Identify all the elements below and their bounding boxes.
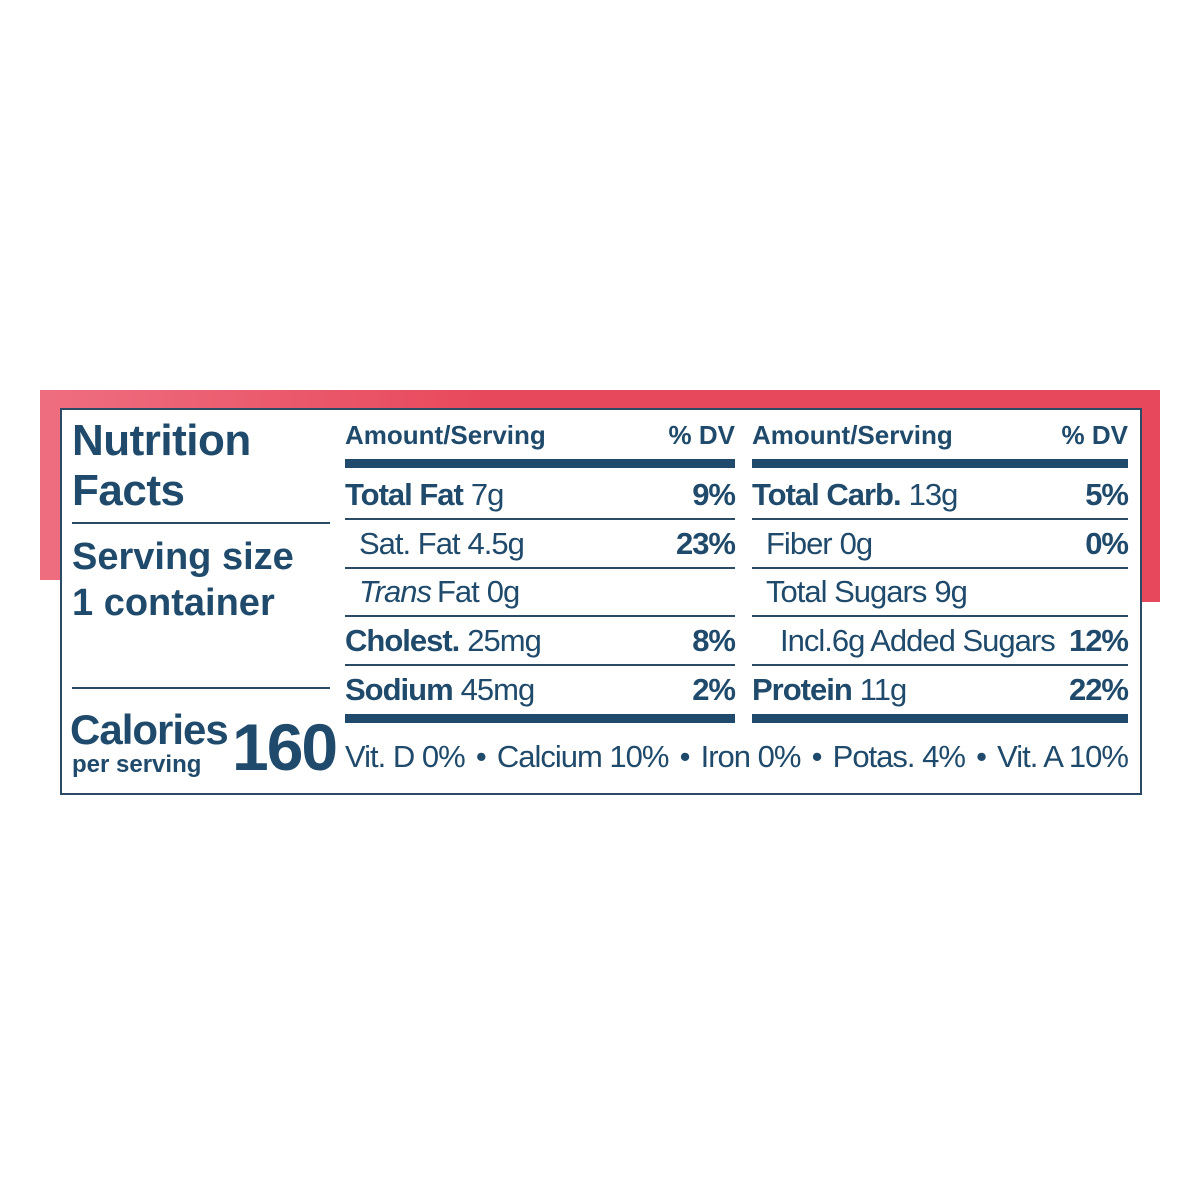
nutrient-amount: 0g [839,525,873,561]
column-header: Amount/Serving % DV [752,418,1128,452]
amount-header: Amount/Serving [752,420,953,450]
nutrient-row: Total Fat 7g 9% [345,472,736,520]
nutrient-row: Protein 11g 22% [752,666,1129,714]
nutrient-amount: 13g [908,477,959,512]
nutrient-column: Amount/Serving % DV Total Fat 7g 9% Sat. Fa… [345,418,736,728]
nutrient-amount: 25mg [467,622,542,658]
calories-label: Calories [70,706,229,753]
title: Nutrition Facts [72,416,251,515]
dv-header: % DV [668,420,735,450]
nutrient-row: Sat. Fat 4.5g 23% [345,521,736,569]
nutrient-label: Cholest. [345,622,460,658]
nutrient-amount: 4.5g [467,525,525,561]
separator: • [475,739,487,774]
nutrient-label: Fat [436,574,480,609]
separator: • [811,739,823,774]
nutrient-label: Sodium [345,672,454,707]
serving-label: Serving size [72,536,294,578]
separator: • [679,739,691,774]
nutrient-row: Cholest. 25mg 8% [345,618,736,666]
nutrient-label: Protein [752,672,853,707]
serving-amount: 1 container [72,582,275,624]
calories-sub: per serving [72,751,202,778]
amount-header: Amount/Serving [345,420,546,450]
divider [72,522,330,524]
nutrient-row: Incl.6g Added Sugars 12% [752,618,1129,666]
nutrient-dv: 0% [1085,525,1129,561]
vitamin: Potas. 4% [832,739,966,774]
nutrient-amount: 9g [934,574,967,609]
nutrient-row: Fiber 0g 0% [752,521,1129,569]
nutrient-row: Total Sugars 9g [752,569,1128,617]
nutrient-dv: 22% [1068,672,1129,707]
thick-bar [752,459,1128,468]
vitamin: Vit. A 10% [997,739,1129,774]
vitamin: Iron 0% [700,739,802,774]
nutrient-amount: 45mg [460,672,536,707]
nutrient-amount: 0g [486,574,520,609]
nutrient-row: Trans Fat 0g [345,569,735,617]
nutrient-label-italic: Trans [359,574,432,609]
nutrient-dv: 2% [692,672,736,707]
nutrient-label: Total Sugars [766,574,927,609]
nutrient-label: Fiber [766,525,833,561]
thick-bar [345,459,735,468]
nutrient-column: Amount/Serving % DV Total Carb. 13g 5% Fibe… [752,418,1129,728]
label-box [60,408,1142,795]
nutrient-row: Sodium 45mg 2% [345,666,736,714]
nutrient-label: Incl.6g Added Sugars [780,622,1056,658]
vitamin: Calcium 10% [496,739,670,774]
divider [72,687,330,689]
thick-bar [345,714,735,723]
nutrient-label: Sat. Fat [359,525,461,561]
nutrient-amount: 7g [470,477,504,512]
nutrient-label: Total Carb. [752,477,902,512]
calories-value: 160 [232,710,338,784]
vitamin: Vit. D 0% [345,739,466,774]
thick-bar [752,714,1128,723]
nutrient-dv: 23% [675,525,736,561]
nutrient-amount: 11g [859,672,907,707]
nutrient-label: Total Fat [345,477,464,512]
separator: • [976,739,987,774]
nutrient-dv: 8% [692,622,736,658]
nutrient-dv: 5% [1085,477,1129,512]
nutrient-row: Total Carb. 13g 5% [752,472,1129,520]
vitamin-line: Vit. D 0% • Calcium 10% • Iron 0% • Potas. … [345,737,1129,777]
dv-header: % DV [1061,420,1128,450]
nutrient-dv: 12% [1068,622,1129,658]
nutrient-dv: 9% [692,477,736,512]
column-header: Amount/Serving % DV [345,418,735,452]
